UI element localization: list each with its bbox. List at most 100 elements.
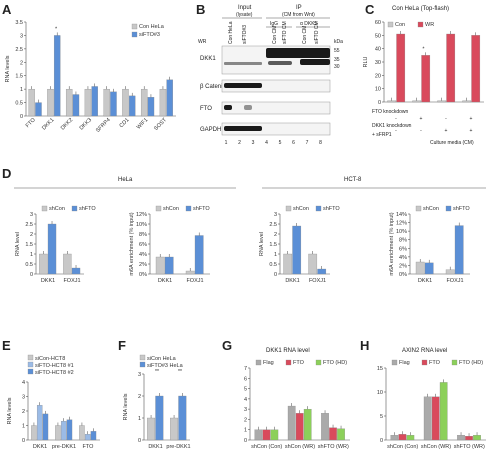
bar-wr-3 — [471, 35, 481, 103]
bar-sicon-hela-0 — [147, 417, 156, 441]
bar-sifto-hct8-1-2 — [84, 434, 91, 441]
bar-shfto-0 — [47, 223, 57, 275]
x-tick-label: FOXJ1 — [186, 278, 203, 284]
panel-label-h: H — [360, 338, 369, 353]
bar-flag-0 — [390, 435, 399, 441]
band-gapdh — [224, 126, 262, 131]
x-tick-label: FTO — [83, 444, 95, 450]
lane-number: 5 — [279, 140, 282, 146]
blot-row-gapdh: GAPDH — [200, 127, 221, 133]
y-tick-label: 0% — [399, 272, 407, 278]
western-blot-panel: Input (lysate) IP (CM from Wnt) IgG α DK… — [198, 5, 343, 146]
legend-swatch — [417, 21, 424, 28]
bar-shfto-1 — [454, 225, 464, 275]
panel-c-cond-dkk1: DKK1 knockdown — [372, 123, 412, 129]
legend-swatch — [71, 205, 78, 212]
y-tick-label: 10 — [377, 390, 383, 396]
y-tick-label: 5 — [244, 387, 247, 393]
blot-row-fto: FTO — [200, 106, 212, 112]
sign-dkk1: + — [445, 128, 448, 134]
chart-d3: 0 0.5 1 1.5 2 2.5 3 RNA level DKK1 FOXJ1 shCon shFT… — [259, 205, 340, 284]
bar-sifto-3-1 — [53, 35, 61, 117]
lane-label: Con HeLa — [228, 21, 234, 44]
bar-sicon-hela-1 — [170, 417, 179, 441]
x-tick-label: DKK1 — [41, 117, 55, 131]
band-dkk1-input — [224, 62, 262, 65]
y-tick-label: 2.5 — [25, 222, 33, 228]
x-tick-label: shCon (Con) — [387, 444, 418, 450]
y-tick-label: 1.5 — [269, 242, 277, 248]
blot-header-adkk1: α DKK1 — [300, 21, 318, 27]
y-tick-label: 10% — [396, 229, 407, 235]
sign-dkk1: - — [420, 128, 422, 134]
bar-sifto-3-6 — [147, 97, 155, 117]
y-tick-label: 10% — [136, 222, 147, 228]
y-axis-label: RNA level — [15, 232, 21, 256]
panel-label-a: A — [2, 2, 12, 17]
chart-d4: 0% 2% 4% 6% 8% 10% 12% 14%m6A enrichment (% inp… — [389, 205, 470, 284]
y-tick-label: 0 — [274, 272, 277, 278]
lane-number: 6 — [292, 140, 295, 146]
y-tick-label: 5 — [380, 414, 383, 420]
y-tick-label: 12% — [396, 221, 407, 227]
panel-d-group-hela: HeLa — [118, 177, 133, 183]
legend-label: siFTO#3 — [139, 32, 160, 38]
bar-sifto-3-4 — [110, 91, 117, 117]
sign-fto: + — [470, 116, 473, 122]
bar-con-hela-4 — [103, 88, 110, 117]
chart-f: 0 1 2 3 RNA levels DKK1 pre-DKK1 — [123, 372, 191, 450]
y-tick-label: 2 — [138, 394, 141, 400]
y-tick-label: 0 — [138, 438, 141, 444]
y-tick-label: 1 — [20, 87, 23, 93]
y-tick-label: 4 — [22, 380, 25, 386]
y-axis-label: m6A enrichment (% input) — [129, 212, 135, 275]
bar-con-1 — [412, 100, 422, 103]
legend-swatch — [27, 354, 34, 361]
y-tick-label: 2 — [22, 409, 25, 415]
bar-fto-hd--1 — [303, 408, 312, 441]
legend-swatch — [315, 359, 322, 366]
lane-label: siFTO#3 — [242, 25, 248, 44]
sign-dkk1: - — [395, 128, 397, 134]
y-tick-label: 2 — [20, 60, 23, 66]
sign-fto: + — [420, 116, 423, 122]
bar-shcon-1 — [445, 269, 455, 275]
y-tick-label: 3 — [30, 212, 33, 218]
legend-swatch — [41, 205, 48, 212]
y-tick-label: 40 — [375, 47, 381, 53]
bar-con-hela-0 — [28, 88, 35, 117]
blot-bands — [224, 48, 330, 131]
y-tick-label: 6 — [244, 376, 247, 382]
bar-shfto-0 — [292, 225, 302, 275]
bar-wr-2 — [446, 33, 456, 103]
blot-header-ip-sub: (CM from Wnt) — [282, 12, 315, 18]
y-tick-label: 1 — [244, 428, 247, 434]
lane-number: 7 — [306, 140, 309, 146]
legend-label: siCon HeLa — [147, 356, 177, 362]
y-tick-label: 1 — [274, 252, 277, 258]
band-bcatenin — [224, 83, 262, 88]
mw-30: 30 — [334, 64, 340, 70]
y-tick-label: 4 — [244, 397, 247, 403]
legend-swatch — [285, 205, 292, 212]
legend-label: FTO (HD) — [323, 360, 347, 366]
bar-sicon-hct8-2 — [79, 425, 85, 441]
y-tick-label: 1 — [22, 424, 25, 430]
mw-35: 35 — [334, 57, 340, 63]
y-tick-label: 8% — [139, 232, 147, 238]
bar-sifto-3-5 — [128, 95, 136, 117]
y-tick-label: 1.5 — [25, 242, 33, 248]
panel-label-d: D — [2, 166, 11, 181]
y-tick-label: 0.5 — [15, 101, 23, 107]
sign-fto: - — [395, 116, 397, 122]
y-tick-label: 8% — [399, 238, 407, 244]
x-tick-label: shCon (WR) — [285, 444, 315, 450]
y-axis-label: m6A enrichment (% input) — [389, 212, 395, 275]
y-tick-label: 3 — [138, 372, 141, 378]
y-tick-label: 0.5 — [269, 262, 277, 268]
bar-flag-2 — [321, 413, 329, 441]
lane-number: 2 — [238, 140, 241, 146]
bar-fto-0 — [398, 434, 407, 441]
bar-shfto-1 — [71, 267, 81, 275]
legend-label: siFTO-HCT8 #2 — [35, 370, 74, 376]
